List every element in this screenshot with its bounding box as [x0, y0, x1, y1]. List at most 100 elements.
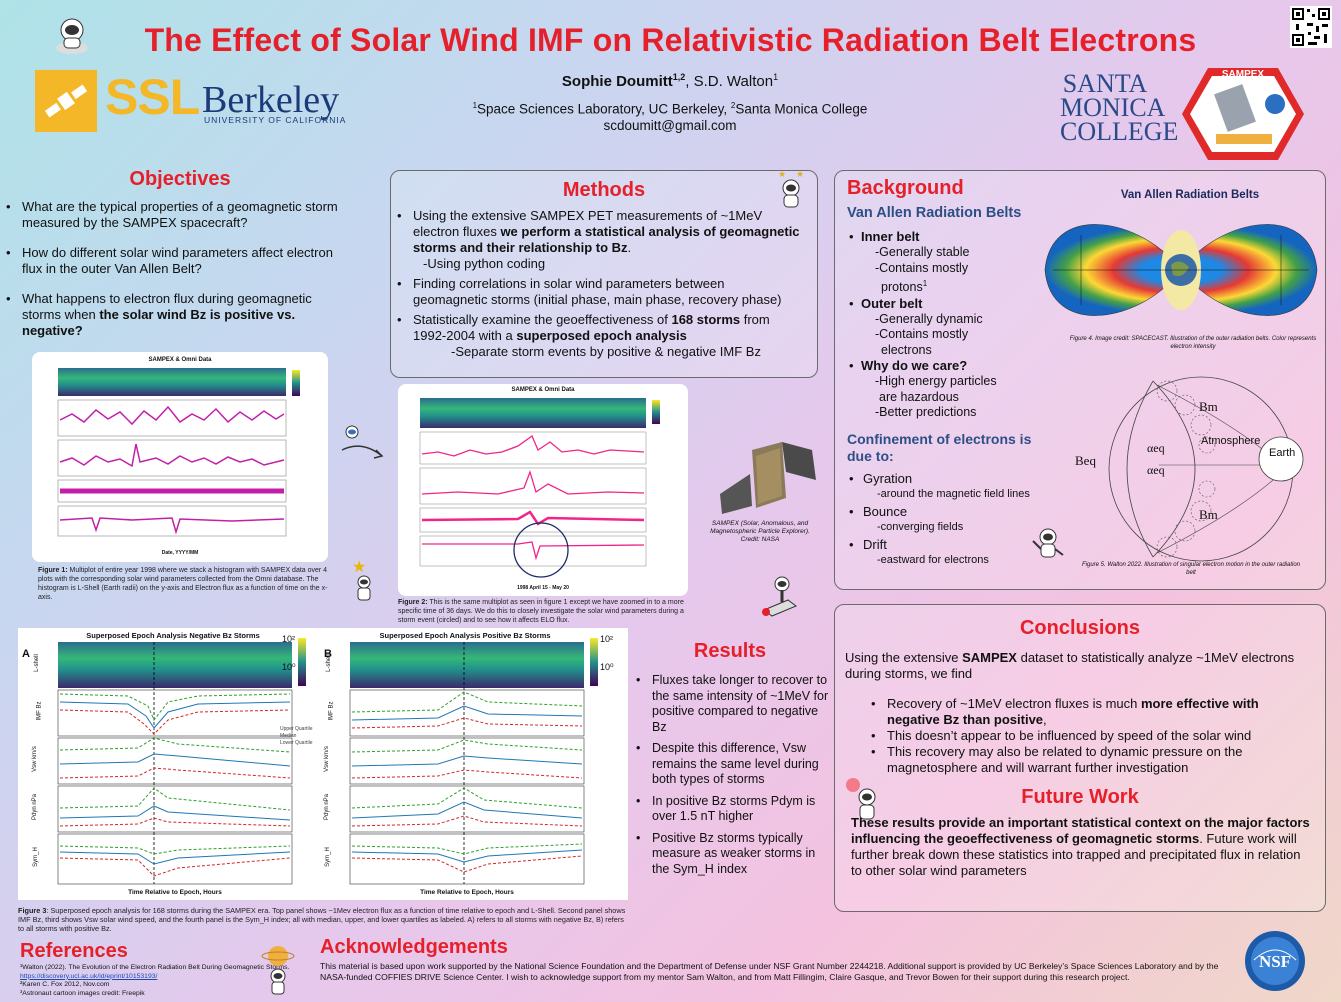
figure-3b-title: Superposed Epoch Analysis Positive Bz St…: [379, 631, 551, 640]
future-work-rest: . Future work will further break down th…: [851, 831, 1301, 878]
figure-3a-ylabel-lshell: L-shell: [33, 654, 40, 672]
figure-3b-cb-hi: 10²: [600, 634, 614, 644]
conclusion-1a: Recovery of ~1MeV electron fluxes is muc…: [887, 696, 1141, 711]
diagram-bm-bottom: Bm: [1199, 507, 1218, 522]
reference-1-text: ¹Walton (2022). The Evolution of the Ele…: [20, 964, 290, 971]
astronaut-rocket-icon: [762, 576, 797, 617]
astronaut-icon: [261, 946, 295, 995]
figure-1-title: SAMPEX & Omni Data: [148, 357, 212, 363]
figure-3-label-b: B: [324, 648, 332, 660]
result-1: Fluxes take longer to recover to the sam…: [630, 673, 830, 735]
background-heading: Background: [847, 177, 964, 199]
methods-panel: Methods Using the extensive SAMPEX PET m…: [390, 170, 818, 378]
figure-1-caption-text: Multiplot of entire year 1998 where we s…: [38, 567, 328, 601]
smc-line3: COLLEGE: [1060, 117, 1179, 146]
ssl-wordmark: SSL: [105, 69, 200, 125]
figure-3b-ylabel-vsw: Vsw km/s: [323, 746, 330, 772]
van-allen-figure-title: Van Allen Radiation Belts: [1120, 189, 1260, 201]
sampex-patch-icon: [1182, 68, 1304, 160]
poster-title: The Effect of Solar Wind IMF on Relativi…: [144, 22, 1197, 58]
qr-code-icon: [1290, 6, 1332, 48]
method-1-sub: -Using python coding: [423, 256, 546, 271]
figure-2: SAMPEX & Omni Data 1998 April 15 - May 2…: [398, 384, 688, 596]
affil1: Space Sciences Laboratory, UC Berkeley,: [477, 101, 731, 117]
results-heading: Results: [693, 640, 767, 662]
smc-line1: SANTA: [1062, 69, 1148, 98]
inner-belt-item: • Inner belt: [849, 229, 920, 244]
astronaut-icon: ★: [352, 559, 371, 601]
figure-3a-panels: [57, 638, 306, 885]
figure-3b-panels: [349, 638, 598, 885]
outer-belt-label: Outer belt: [861, 295, 923, 311]
why-care-label: Why do we care?: [861, 358, 968, 374]
conclusions-intro-c: dataset to statistically analyze ~1MeV e…: [845, 650, 1295, 681]
inner-belt-c: protons1: [847, 276, 1047, 296]
figure-3b-ylabel-symh: Sym_H: [324, 847, 331, 867]
legend-lower: Lower Quartile: [280, 740, 313, 746]
sampex-mission-patch: SAMPEX: [1180, 66, 1306, 162]
references-section: References ¹Walton (2022). The Evolution…: [20, 940, 310, 998]
astronaut-stars-decoration: ★ ★: [776, 168, 806, 217]
figure-3-caption: Figure 3: Superposed epoch analysis for …: [18, 906, 628, 933]
gyration-desc: -around the magnetic field lines: [877, 488, 1030, 500]
diagram-bm-top: Bm: [1199, 399, 1218, 414]
figure-3b-ylabel-pdyn: Pdyn nPa: [324, 793, 331, 821]
figure-1-caption: Figure 1: Multiplot of entire year 1998 …: [38, 566, 328, 602]
affil2: Santa Monica College: [735, 101, 868, 117]
method-3-sub: -Separate storm events by positive & neg…: [451, 344, 761, 359]
figure-3-caption-text: : Superposed epoch analysis for 168 stor…: [18, 906, 626, 933]
author-main: Sophie Doumitt: [561, 73, 673, 90]
method-2: Finding correlations in solar wind param…: [391, 276, 801, 308]
diagram-aeq-top: αeq: [1147, 441, 1165, 455]
method-3c: from 1992-2004 with a: [413, 312, 770, 343]
objective-3-text: What happens to electron flux during geo…: [22, 291, 312, 322]
author-second-sup: 1: [773, 72, 779, 82]
figure-3-caption-head: Figure 3: [18, 906, 47, 915]
svg-text:★: ★: [352, 559, 366, 576]
background-panel: Background Van Allen Radiation Belts • In…: [834, 170, 1326, 590]
figure-3a-ylabel-pdyn: Pdyn nPa: [32, 793, 39, 821]
outer-belt-a: -Generally dynamic: [875, 311, 983, 326]
reference-1-link[interactable]: https://discovery.ucl.ac.uk/id/eprint/10…: [20, 972, 158, 980]
author-second: S.D. Walton: [693, 73, 774, 90]
why-care-b: are hazardous: [879, 389, 959, 404]
nsf-wordmark: NSF: [1258, 952, 1292, 971]
gyration-item: • Gyration: [849, 471, 913, 486]
smc-line2: MONICA: [1060, 93, 1166, 122]
figure-3a-cb-lo: 10⁰: [282, 662, 296, 672]
affil-sup2: 2: [730, 101, 736, 110]
method-3: Statistically examine the geoeffectivene…: [391, 312, 801, 360]
figure-1-plot: [57, 368, 300, 537]
legend-upper: Upper Quartile: [280, 726, 313, 732]
figure-2-plot: [419, 398, 660, 578]
background-subheading-belts: Van Allen Radiation Belts: [847, 205, 1022, 221]
why-care-item: • Why do we care?: [849, 358, 968, 374]
nsf-logo: NSF: [1244, 930, 1306, 992]
figure-2-caption-head: Figure 2:: [398, 599, 428, 606]
arrow-decoration: [338, 420, 388, 473]
figure-5-caption: Figure 5. Walton 2022. Illustration of s…: [1081, 562, 1300, 576]
reference-3: ³Astronaut cartoon images credit: Freepi…: [20, 989, 145, 997]
berkeley-logo: Berkeley: [202, 79, 340, 121]
diagram-earth: Earth: [1269, 447, 1296, 459]
astronaut-moon-decoration: [52, 14, 92, 61]
method-1: Using the extensive SAMPEX PET measureme…: [391, 208, 801, 272]
figure-3: Superposed Epoch Analysis Negative Bz St…: [18, 628, 628, 900]
method-3d: superposed epoch analysis: [516, 328, 687, 343]
figure-3b-ylabel-lshell: L-shell: [325, 654, 332, 672]
conclusions-intro-a: Using the extensive: [845, 650, 963, 665]
reference-1: ¹Walton (2022). The Evolution of the Ele…: [20, 964, 310, 981]
result-2: Despite this difference, Vsw remains the…: [630, 741, 830, 788]
results-section: Results Fluxes take longer to recover to…: [630, 640, 830, 884]
conclusion-2: This doesn’t appear to be influenced by …: [865, 728, 1301, 744]
acknowledgements-text: This material is based upon work support…: [320, 961, 1219, 982]
drift-desc: -eastward for electrons: [877, 554, 989, 566]
figure-2-caption-text: This is the same multiplot as seen in fi…: [398, 599, 684, 624]
figure-3a-cb-hi: 10²: [282, 634, 296, 644]
objective-3-bold: the solar wind Bz is positive vs. negati…: [22, 307, 296, 338]
conclusions-intro-b: SAMPEX: [962, 650, 1017, 665]
bounce-label: Bounce: [863, 504, 908, 519]
curved-arrow-icon: [341, 425, 384, 459]
reference-2: ²Karen C. Fox 2012, Nov.com: [20, 981, 110, 988]
qr-code[interactable]: [1290, 6, 1332, 48]
